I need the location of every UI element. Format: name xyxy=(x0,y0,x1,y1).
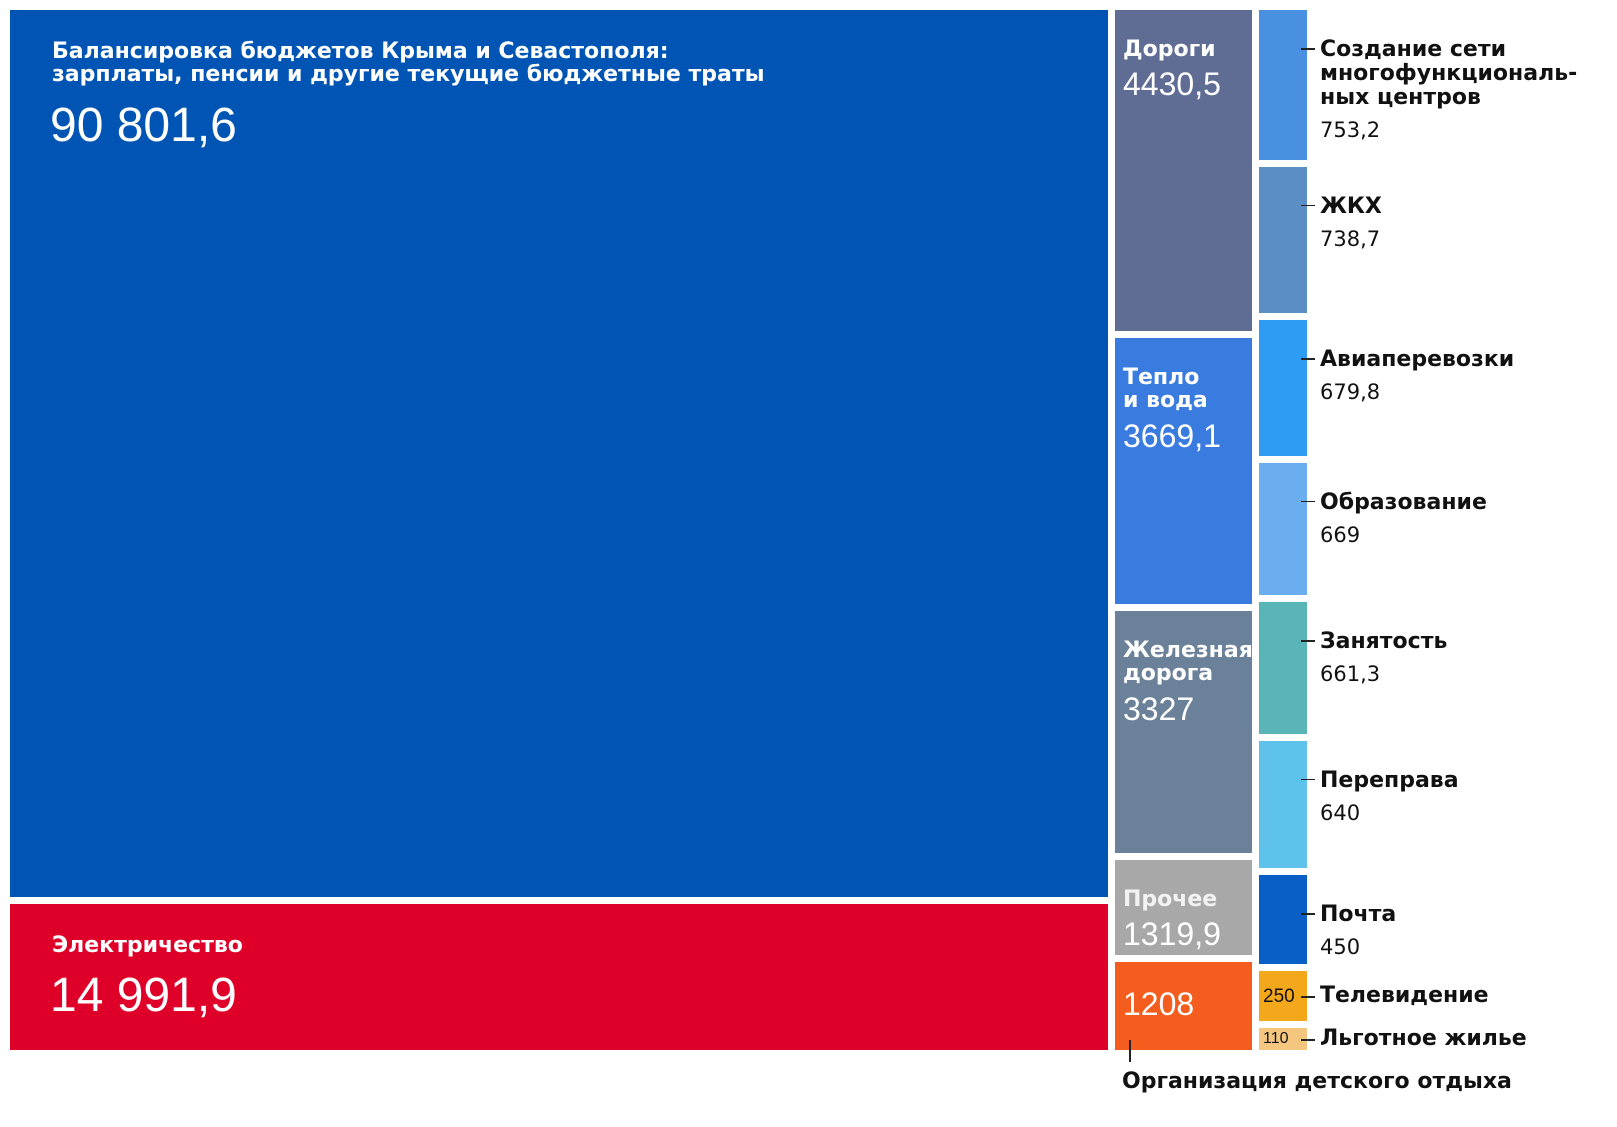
railway-label: Железная дорога xyxy=(1123,638,1253,687)
electricity-block xyxy=(10,903,1108,1050)
housing-utilities-value: 738,7 xyxy=(1320,226,1381,251)
air-transport-tick xyxy=(1301,358,1315,360)
other-label: Прочее xyxy=(1123,886,1218,912)
railway-value: 3327 xyxy=(1123,691,1195,728)
budget-balancing-label: Балансировка бюджетов Крыма и Севастопол… xyxy=(52,39,765,88)
heat-water-label: Тепло и вода xyxy=(1123,365,1208,414)
employment-label: Занятость xyxy=(1320,629,1448,655)
electricity-value: 14 991,9 xyxy=(50,968,237,1022)
roads-value: 4430,5 xyxy=(1123,66,1221,102)
kids-leisure-leader-line xyxy=(1129,1040,1131,1062)
employment-value: 661,3 xyxy=(1320,662,1381,687)
mfc-value: 753,2 xyxy=(1320,118,1381,142)
television-value: 250 xyxy=(1263,985,1295,1007)
ferry-value: 640 xyxy=(1320,800,1361,825)
education-tick xyxy=(1301,500,1315,503)
housing-utilities-label: ЖКХ xyxy=(1320,193,1382,219)
social-housing-block xyxy=(1259,1028,1307,1050)
other-block xyxy=(1115,859,1252,956)
budget-balancing-value: 90 801,6 xyxy=(50,99,237,152)
education-label: Образование xyxy=(1320,489,1487,515)
railway-block xyxy=(1115,611,1252,853)
housing-utilities-block xyxy=(1259,166,1307,314)
ferry-block xyxy=(1259,740,1307,869)
post-tick xyxy=(1301,913,1315,915)
employment-block xyxy=(1259,602,1307,734)
mfc-block xyxy=(1259,10,1307,160)
education-value: 669 xyxy=(1320,522,1361,547)
electricity-label: Электричество xyxy=(52,932,243,958)
kids-leisure-block xyxy=(1115,962,1252,1050)
social-housing-value: 110 xyxy=(1263,1030,1289,1048)
mfc-label: Создание сети многофункциональ- ных цент… xyxy=(1320,37,1578,110)
other-value: 1319,9 xyxy=(1123,915,1221,952)
social-housing-label: Льготное жилье xyxy=(1320,1026,1527,1052)
social-housing-tick xyxy=(1301,1039,1315,1041)
heat-water-value: 3669,1 xyxy=(1123,418,1221,455)
housing-utilities-tick xyxy=(1301,204,1315,207)
television-tick xyxy=(1301,996,1315,998)
post-value: 450 xyxy=(1320,935,1361,960)
mfc-tick xyxy=(1301,48,1315,50)
air-transport-value: 679,8 xyxy=(1320,380,1381,405)
television-label: Телевидение xyxy=(1320,983,1489,1009)
roads-label: Дороги xyxy=(1123,37,1216,62)
heat-water-block xyxy=(1115,338,1252,605)
kids-leisure-value: 1208 xyxy=(1123,986,1195,1023)
budget-balancing-block xyxy=(10,10,1108,897)
air-transport-block xyxy=(1259,320,1307,456)
education-block xyxy=(1259,462,1307,596)
air-transport-label: Авиаперевозки xyxy=(1320,347,1515,373)
ferry-label: Переправа xyxy=(1320,767,1459,793)
ferry-tick xyxy=(1301,778,1315,781)
kids-leisure-label: Организация детского отдыха xyxy=(1122,1069,1512,1094)
employment-tick xyxy=(1301,640,1315,642)
roads-block xyxy=(1115,10,1252,332)
post-block xyxy=(1259,875,1307,965)
television-block xyxy=(1259,971,1307,1022)
post-label: Почта xyxy=(1320,902,1397,928)
